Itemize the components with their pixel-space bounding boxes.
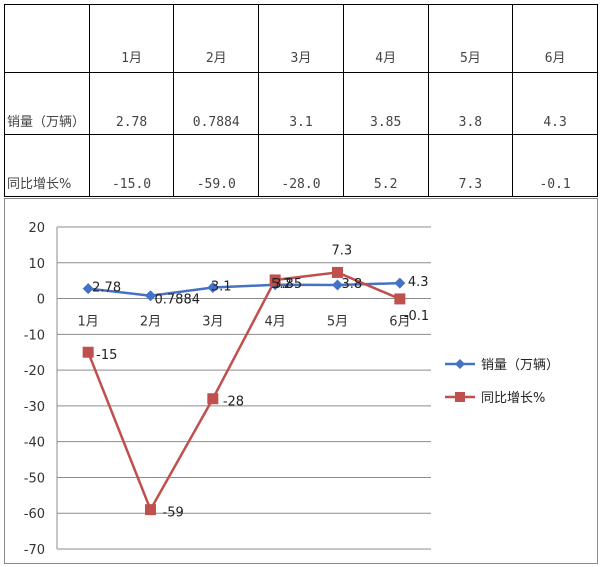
table-cell: 5.2	[342, 134, 429, 197]
chart-container: 20 10 0 -10 -20 -30 -40 -50 -60 -70 1月 2月 3月 4月 5月 6月 2.…	[4, 198, 598, 564]
data-label: 3.1	[211, 279, 232, 294]
data-table: 1月 2月 3月 4月 5月 6月 销量（万辆） 2.78 0.7884 3.1…	[4, 4, 598, 197]
series-line-0	[88, 281, 400, 297]
data-label: 4.3	[408, 275, 429, 290]
x-tick-label: 3月	[202, 315, 223, 330]
table-header-cell: 1月	[88, 4, 175, 73]
table-cell: -15.0	[88, 134, 175, 197]
table-cell: -0.1	[512, 134, 598, 197]
table-cell: 2.78	[88, 72, 175, 135]
table-header-cell: 4月	[342, 4, 429, 73]
data-label: 3.85	[273, 277, 302, 292]
table-cell: -28.0	[258, 134, 344, 197]
data-label: 5.2	[271, 277, 292, 292]
data-point-diamond	[207, 281, 219, 293]
y-tick-label: -30	[24, 400, 45, 415]
x-tick-label: 6月	[389, 315, 410, 330]
series-line-1	[87, 271, 401, 513]
table-cell: 7.3	[427, 134, 514, 197]
y-tick-label: 20	[28, 221, 45, 236]
y-tick-label: -10	[24, 328, 45, 343]
y-tick-label: -20	[24, 364, 45, 379]
data-label: -15	[96, 348, 117, 363]
data-point-diamond	[332, 279, 343, 291]
data-label: -0.1	[404, 309, 429, 324]
data-point-square	[145, 504, 156, 516]
table-row: 同比增长% -15.0 -59.0 -28.0 5.2 7.3 -0.1	[4, 134, 598, 197]
table-cell: -59.0	[173, 134, 260, 197]
x-tick-label: 5月	[327, 315, 348, 330]
table-header-cell	[4, 4, 90, 73]
legend-marker-square	[455, 392, 465, 402]
line-chart: 20 10 0 -10 -20 -30 -40 -50 -60 -70 1月 2月 3月 4月 5月 6月 2.…	[24, 221, 559, 558]
table-header-cell: 6月	[512, 4, 598, 73]
data-label: 7.3	[332, 243, 353, 258]
table-row: 销量（万辆） 2.78 0.7884 3.1 3.85 3.8 4.3	[4, 72, 598, 135]
table-header-cell: 3月	[258, 4, 344, 73]
table-header-cell: 5月	[427, 4, 514, 73]
row-label: 同比增长%	[4, 134, 90, 197]
y-tick-label: -70	[24, 543, 45, 558]
data-point-diamond	[82, 283, 94, 295]
x-tick-label: 2月	[140, 315, 161, 330]
table-cell: 0.7884	[173, 72, 260, 135]
data-label: 3.8	[342, 277, 363, 292]
y-tick-label: -50	[24, 471, 45, 486]
table-cell: 3.1	[258, 72, 344, 135]
table-cell: 3.85	[342, 72, 429, 135]
data-point-diamond	[145, 290, 156, 302]
x-tick-label: 1月	[78, 315, 99, 330]
data-label: 2.78	[92, 281, 121, 296]
x-tick-label: 4月	[265, 315, 286, 330]
table-cell: 4.3	[512, 72, 598, 135]
data-point-square	[394, 293, 406, 305]
table-header-cell: 2月	[173, 4, 260, 73]
legend-label: 销量（万辆）	[481, 358, 559, 373]
table-cell: 3.8	[427, 72, 514, 135]
table-header-row: 1月 2月 3月 4月 5月 6月	[4, 4, 598, 73]
data-label: -28	[223, 395, 244, 410]
legend-marker-diamond	[455, 359, 465, 369]
y-tick-label: -60	[24, 507, 45, 522]
data-label: -59	[163, 506, 184, 521]
data-label: 0.7884	[155, 293, 201, 308]
data-point-square	[207, 393, 219, 405]
y-tick-label: -40	[24, 436, 45, 451]
data-point-square	[269, 274, 281, 286]
data-point-square	[82, 346, 94, 358]
y-tick-label: 10	[28, 257, 45, 272]
y-tick-label: 0	[37, 293, 45, 308]
data-point-diamond	[394, 277, 406, 289]
row-label: 销量（万辆）	[4, 72, 90, 135]
legend-label: 同比增长%	[481, 391, 545, 406]
data-point-square	[332, 266, 343, 278]
